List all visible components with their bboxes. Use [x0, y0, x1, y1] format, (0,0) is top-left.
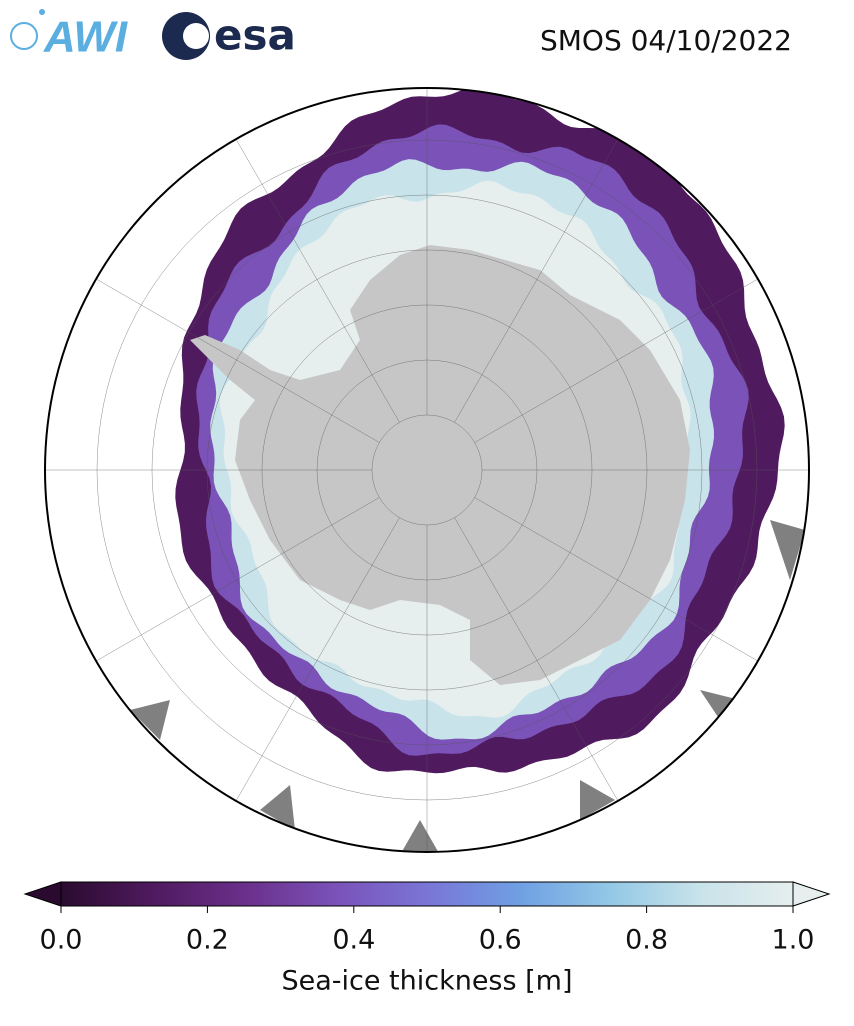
logo-mark	[183, 23, 209, 49]
esa-logo: esa	[162, 11, 296, 60]
colorbar-tick-label: 0.4	[332, 925, 375, 956]
graticule	[231, 517, 400, 808]
land-patch	[400, 820, 440, 852]
graticule	[474, 274, 765, 443]
graticule	[89, 497, 380, 666]
antarctica	[190, 245, 690, 685]
land-patch	[580, 780, 615, 820]
colorbar-tick-label: 0.6	[479, 925, 522, 956]
colorbar-label: Sea-ice thickness [m]	[281, 966, 572, 997]
logo-mark	[39, 9, 45, 15]
land-patch	[260, 785, 295, 830]
logo-text: esa	[214, 11, 296, 60]
graticule	[454, 132, 623, 423]
graticule	[474, 497, 765, 666]
logo-text: AWI	[43, 13, 128, 62]
graticule	[454, 517, 623, 808]
land-patch	[770, 520, 805, 580]
colorbar-body	[60, 881, 794, 907]
colorbar-tick-label: 1.0	[772, 925, 815, 956]
map-border	[44, 87, 810, 853]
colorbar-tick-label: 0.0	[40, 925, 83, 956]
chart-title: SMOS 04/10/2022	[540, 24, 792, 57]
graticule	[231, 132, 400, 423]
colorbar-extend-high	[792, 881, 831, 907]
land-patch	[130, 700, 170, 740]
colorbar-tick-label: 0.8	[625, 925, 668, 956]
colorbar: 0.0 0.2 0.4 0.6 0.8 1.0	[23, 881, 831, 956]
awi-logo: AWI	[10, 9, 128, 62]
logo-mark	[10, 22, 38, 50]
land-patch	[700, 690, 740, 720]
graticule	[89, 274, 380, 443]
colorbar-extend-low	[23, 881, 62, 907]
colorbar-tick-label: 0.2	[186, 925, 229, 956]
map	[45, 88, 809, 852]
